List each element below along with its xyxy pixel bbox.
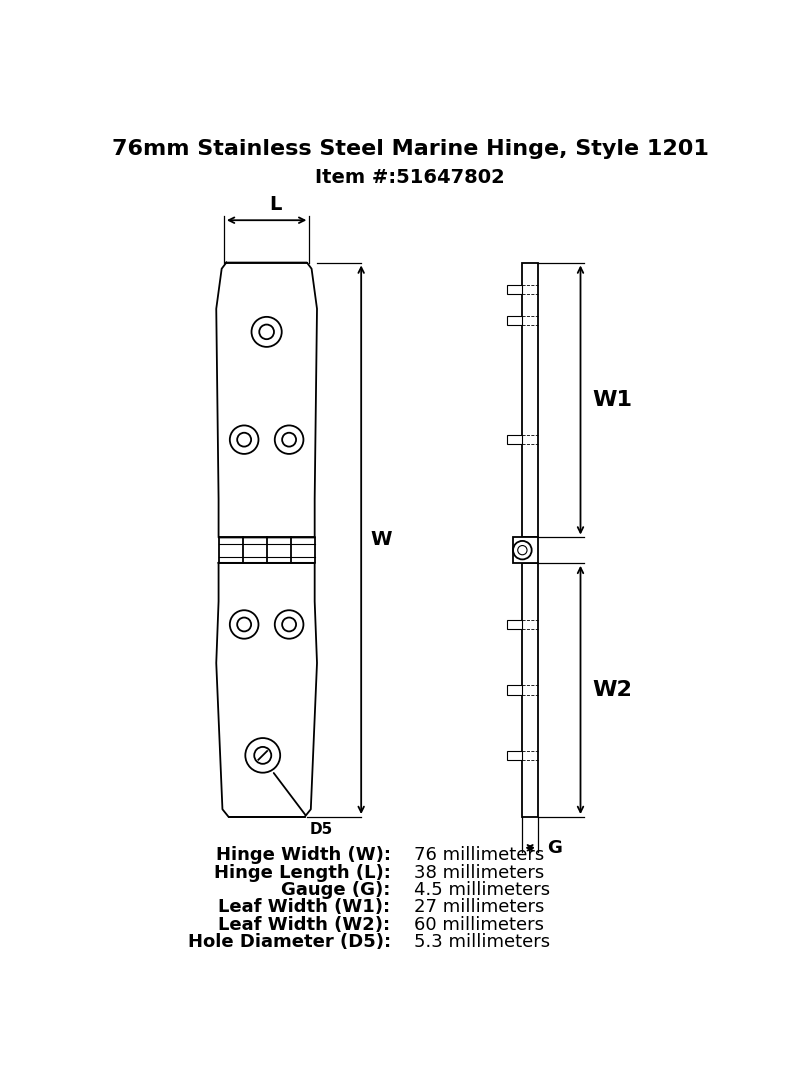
Text: 5.3 millimeters: 5.3 millimeters xyxy=(414,934,550,951)
Text: Leaf Width (W2):: Leaf Width (W2): xyxy=(218,916,390,934)
Bar xyxy=(507,620,522,630)
Text: Leaf Width (W1):: Leaf Width (W1): xyxy=(218,898,390,916)
Text: 38 millimeters: 38 millimeters xyxy=(414,863,544,882)
Circle shape xyxy=(513,541,532,559)
Bar xyxy=(513,538,538,563)
Text: W1: W1 xyxy=(592,390,632,410)
Text: Item #:51647802: Item #:51647802 xyxy=(315,168,505,186)
Text: D5: D5 xyxy=(310,823,334,838)
Bar xyxy=(522,263,538,538)
Text: 76 millimeters: 76 millimeters xyxy=(414,846,544,865)
Text: Hole Diameter (D5):: Hole Diameter (D5): xyxy=(187,934,390,951)
Text: Hinge Length (L):: Hinge Length (L): xyxy=(214,863,390,882)
Bar xyxy=(507,686,522,694)
Text: 60 millimeters: 60 millimeters xyxy=(414,916,544,934)
Bar xyxy=(507,316,522,324)
Text: G: G xyxy=(547,839,562,857)
Bar xyxy=(507,436,522,444)
Text: L: L xyxy=(270,195,282,215)
Text: 27 millimeters: 27 millimeters xyxy=(414,898,544,916)
Polygon shape xyxy=(216,563,317,817)
Text: Gauge (G):: Gauge (G): xyxy=(282,881,390,899)
Text: 4.5 millimeters: 4.5 millimeters xyxy=(414,881,550,899)
Text: W: W xyxy=(370,530,392,550)
Bar xyxy=(522,563,538,817)
Bar xyxy=(507,750,522,760)
Polygon shape xyxy=(216,263,317,538)
Bar xyxy=(507,285,522,294)
Polygon shape xyxy=(218,538,314,563)
Text: Hinge Width (W):: Hinge Width (W): xyxy=(216,846,390,865)
Text: 76mm Stainless Steel Marine Hinge, Style 1201: 76mm Stainless Steel Marine Hinge, Style… xyxy=(111,139,709,160)
Text: W2: W2 xyxy=(592,680,632,700)
